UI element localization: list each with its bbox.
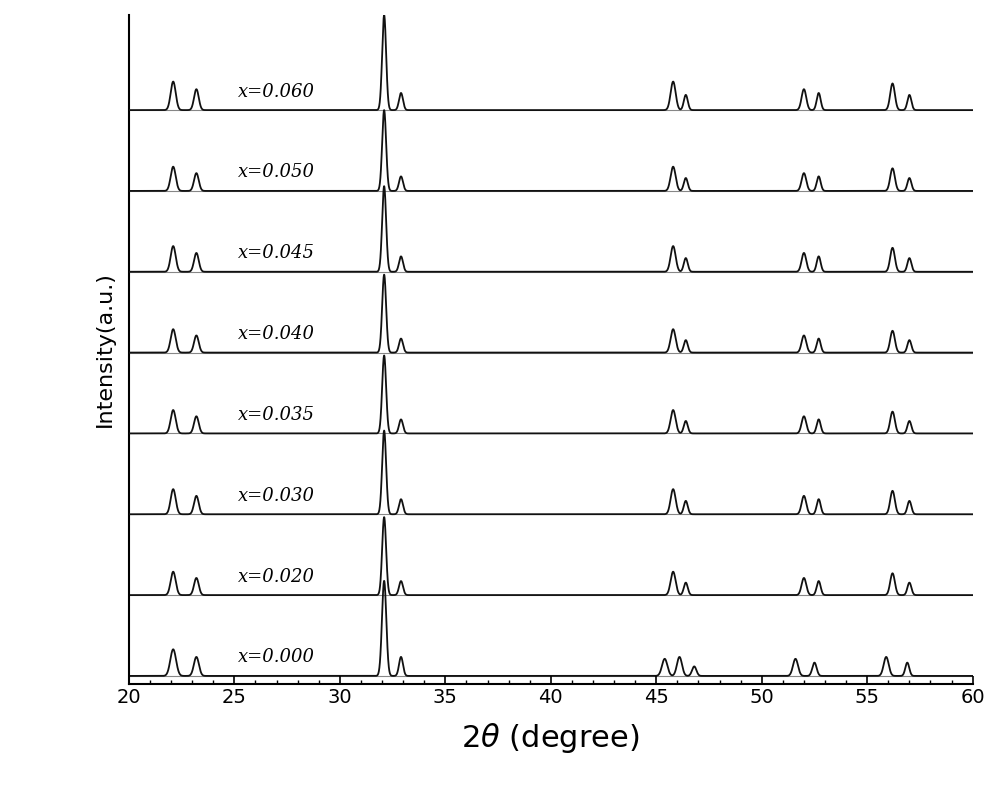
X-axis label: $2\theta\ \mathrm{(degree)}$: $2\theta\ \mathrm{(degree)}$ bbox=[461, 722, 640, 755]
Text: x=0.060: x=0.060 bbox=[238, 83, 315, 101]
Text: x=0.035: x=0.035 bbox=[238, 406, 315, 424]
Text: x=0.030: x=0.030 bbox=[238, 487, 315, 505]
Y-axis label: Intensity(a.u.): Intensity(a.u.) bbox=[95, 271, 115, 428]
Text: x=0.040: x=0.040 bbox=[238, 325, 315, 343]
Text: x=0.050: x=0.050 bbox=[238, 163, 315, 182]
Text: x=0.000: x=0.000 bbox=[238, 648, 315, 667]
Text: x=0.020: x=0.020 bbox=[238, 567, 315, 586]
Text: x=0.045: x=0.045 bbox=[238, 244, 315, 263]
